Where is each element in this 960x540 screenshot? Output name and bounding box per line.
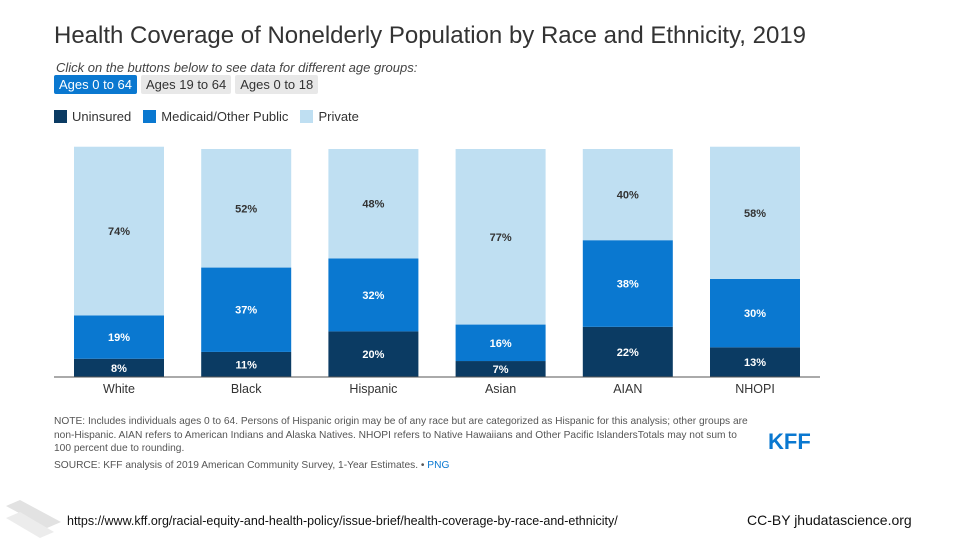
chart-title: Health Coverage of Nonelderly Population… [54,22,807,49]
png-download-link[interactable]: PNG [427,459,450,471]
chart-legend: Uninsured Medicaid/Other Public Private [54,109,359,124]
bar-asian-medicaid [455,324,546,362]
bar-nhopi-medicaid [710,278,800,348]
data-label-asian-private: 77% [490,232,512,244]
legend-swatch-medicaid [143,110,157,123]
data-label-black-uninsured: 11% [235,359,257,371]
legend-label-private: Private [318,109,359,124]
data-label-aian-private: 40% [617,190,639,202]
data-label-nhopi-private: 58% [744,208,766,220]
bar-nhopi-uninsured [710,347,800,377]
data-label-white-uninsured: 8% [111,363,127,375]
x-tick-label-nhopi: NHOPI [735,382,775,396]
kff-logo: KFF [768,429,811,454]
age-group-buttons: Ages 0 to 64 Ages 19 to 64 Ages 0 to 18 [54,75,319,94]
x-tick-label-asian: Asian [485,382,516,396]
credit-text: CC-BY jhudatascience.org [747,512,912,528]
decorative-stripes-icon [6,500,61,538]
instruction-text: Click on the buttons below to see data f… [56,60,418,75]
bar-hispanic-medicaid [328,258,419,332]
source-line: SOURCE: KFF analysis of 2019 American Co… [54,459,754,473]
age-button-19-64[interactable]: Ages 19 to 64 [141,75,232,94]
data-label-hispanic-uninsured: 20% [362,349,384,361]
data-label-hispanic-private: 48% [362,199,384,211]
bar-nhopi-private [710,146,800,279]
bar-hispanic-private [328,149,419,259]
data-label-aian-medicaid: 38% [617,279,639,291]
data-label-black-medicaid: 37% [235,305,257,317]
data-label-nhopi-medicaid: 30% [744,308,766,320]
age-button-0-18[interactable]: Ages 0 to 18 [235,75,319,94]
note-text: NOTE: Includes individuals ages 0 to 64.… [54,416,748,454]
x-tick-label-aian: AIAN [613,382,642,396]
bar-aian-private [582,149,673,241]
bar-black-private [201,149,292,268]
x-tick-label-black: Black [231,382,262,396]
age-button-0-64[interactable]: Ages 0 to 64 [54,75,137,94]
bar-white-uninsured [74,358,164,377]
legend-item-medicaid[interactable]: Medicaid/Other Public [143,109,288,124]
bar-black-medicaid [201,267,292,352]
legend-item-private[interactable]: Private [300,109,359,124]
bar-asian-uninsured [455,361,546,377]
bar-aian-medicaid [582,240,673,327]
data-label-asian-medicaid: 16% [490,338,512,350]
x-tick-label-white: White [103,382,135,396]
legend-swatch-uninsured [54,110,67,123]
chart-note: NOTE: Includes individuals ages 0 to 64.… [54,415,754,472]
bar-aian-uninsured [582,326,673,377]
bar-hispanic-uninsured [328,331,419,377]
bar-white-medicaid [74,315,164,359]
x-tick-label-hispanic: Hispanic [349,382,397,396]
source-url: https://www.kff.org/racial-equity-and-he… [67,514,618,528]
legend-swatch-private [300,110,314,123]
legend-label-medicaid: Medicaid/Other Public [161,109,289,124]
data-label-asian-uninsured: 7% [493,364,509,376]
bar-asian-private [455,149,546,325]
legend-item-uninsured[interactable]: Uninsured [54,109,131,124]
data-label-black-private: 52% [235,203,257,215]
data-label-aian-uninsured: 22% [617,347,639,359]
legend-label-uninsured: Uninsured [72,109,132,124]
data-label-hispanic-medicaid: 32% [362,290,384,302]
bar-black-uninsured [201,351,292,377]
stacked-bar-chart: 8% 19% 74% White 11% 37% 52% Black 20% 32% 48% Hisp… [54,146,820,396]
data-label-white-private: 74% [108,226,130,238]
data-label-nhopi-uninsured: 13% [744,357,766,369]
bar-white-private [74,146,164,316]
data-label-white-medicaid: 19% [108,332,130,344]
source-text: SOURCE: KFF analysis of 2019 American Co… [54,459,425,471]
